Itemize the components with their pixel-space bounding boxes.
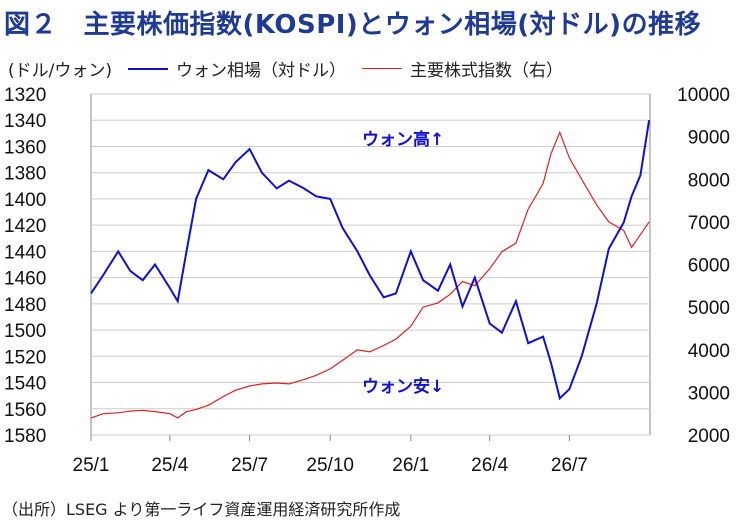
legend-index-swatch xyxy=(362,68,402,69)
right-tick-label: 3000 xyxy=(688,383,730,404)
series-fx-line xyxy=(90,120,651,401)
left-tick-label: 1540 xyxy=(4,374,46,395)
right-tick-label: 8000 xyxy=(688,170,730,191)
left-tick-label: 1380 xyxy=(4,164,46,185)
x-tick-label: 26/4 xyxy=(471,455,508,476)
left-tick-label: 1420 xyxy=(4,216,46,237)
x-tick-label: 25/10 xyxy=(306,455,354,476)
left-tick-label: 1360 xyxy=(4,137,46,158)
left-tick-label: 1520 xyxy=(4,347,46,368)
left-axis-unit: (ドル/ウォン) xyxy=(8,61,112,81)
right-tick-label: 2000 xyxy=(688,426,730,447)
legend-fx-label: ウォン相場（対ドル） xyxy=(176,61,346,81)
left-tick-label: 1460 xyxy=(4,269,46,290)
legend-fx-swatch xyxy=(128,67,168,70)
x-tick-label: 26/7 xyxy=(551,455,588,476)
left-tick-label: 1480 xyxy=(4,295,46,316)
x-tick-label: 25/4 xyxy=(151,455,188,476)
chart-title: 図２ 主要株価指数(KOSPI)とウォン相場(対ドル)の推移 xyxy=(4,10,702,40)
right-tick-label: 7000 xyxy=(688,213,730,234)
left-tick-label: 1340 xyxy=(4,111,46,132)
annotation-won-weak: ウォン安↓ xyxy=(362,376,444,397)
source-note: （出所）LSEG より第一ライフ資産運用経済研究所作成 xyxy=(2,500,401,519)
series-index-line xyxy=(90,130,650,419)
right-tick-label: 9000 xyxy=(688,128,730,149)
x-tick-label: 25/1 xyxy=(73,455,110,476)
left-tick-label: 1440 xyxy=(4,242,46,263)
x-tick-label: 25/7 xyxy=(231,455,268,476)
left-tick-label: 1580 xyxy=(4,426,46,447)
annotation-won-strong: ウォン高↑ xyxy=(362,129,444,150)
right-tick-label: 4000 xyxy=(688,341,730,362)
left-tick-label: 1560 xyxy=(4,400,46,421)
left-tick-label: 1500 xyxy=(4,321,46,342)
x-tick-label: 26/1 xyxy=(392,455,429,476)
legend: (ドル/ウォン) ウォン相場（対ドル） 主要株式指数（右） xyxy=(8,56,563,81)
left-tick-label: 1400 xyxy=(4,190,46,211)
legend-index-label: 主要株式指数（右） xyxy=(410,61,563,81)
right-tick-label: 10000 xyxy=(677,85,730,106)
right-tick-label: 6000 xyxy=(688,256,730,277)
left-tick-label: 1320 xyxy=(4,85,46,106)
right-tick-label: 5000 xyxy=(688,298,730,319)
